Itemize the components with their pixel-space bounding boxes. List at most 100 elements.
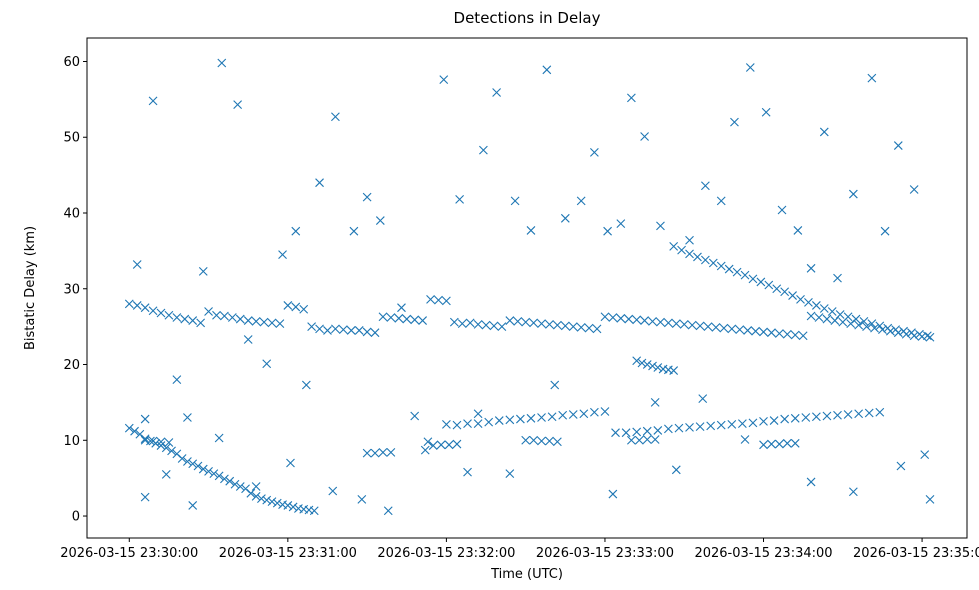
data-point [592,324,602,334]
data-point [246,488,256,498]
data-point [262,495,272,505]
data-point [653,426,663,435]
data-point [727,324,737,334]
data-point [711,323,721,332]
data-point [235,482,245,491]
data-point [790,438,800,448]
data-point [907,328,916,338]
data-point [420,445,430,455]
series-track-ascending-12 [442,407,885,438]
data-point [854,409,864,419]
data-point [394,313,404,323]
series-track-descending-high [669,241,932,341]
data-point [516,414,525,424]
data-point [473,409,483,419]
data-point [740,270,750,280]
data-point [505,415,515,425]
data-point [301,380,311,390]
data-point [640,316,649,325]
data-point [331,112,340,122]
data-point [756,277,766,287]
data-point [560,213,570,223]
series-track-10km [140,435,800,458]
data-point [848,487,858,497]
data-point [875,407,885,417]
data-point [275,319,285,328]
data-point [833,410,842,420]
data-point [764,280,774,290]
data-point [568,410,578,419]
data-point [703,322,713,332]
data-point [183,413,192,422]
chart-title: Detections in Delay [454,9,601,27]
data-point [262,359,272,369]
data-point [621,428,631,438]
data-point [288,502,298,512]
data-point [526,226,536,235]
data-point [299,304,309,314]
data-point [257,494,266,503]
data-point [132,260,142,269]
data-point [827,307,837,316]
data-point [748,274,758,284]
data-point [167,446,176,456]
data-point [603,226,612,236]
data-point [505,469,515,478]
data-point [267,497,277,507]
data-point [782,329,792,339]
data-point [833,273,842,283]
data-point [632,356,642,366]
data-point [225,476,235,486]
data-point [214,471,224,481]
data-point [455,194,465,204]
data-point [695,321,705,331]
data-point [164,438,174,447]
data-point [708,258,718,268]
data-point [811,412,821,422]
data-point [669,366,679,375]
data-point [843,410,853,419]
data-point [685,423,694,432]
data-point [196,318,206,328]
data-point [428,441,438,450]
data-point [650,398,660,407]
data-point [545,319,554,329]
data-point [537,413,546,422]
data-point [172,313,182,322]
data-point [148,96,158,106]
data-point [677,245,686,255]
data-point [204,307,213,316]
data-point [788,291,797,300]
data-point [183,457,192,466]
data-point [611,428,620,438]
data-point [140,434,150,444]
data-point [769,416,779,425]
y-axis: 0 10 20 30 40 50 60 [63,55,87,525]
x-axis-title: Time (UTC) [490,567,563,582]
data-point [230,479,240,489]
data-point [732,267,742,277]
data-point [616,313,626,323]
data-point [685,249,694,259]
data-point [650,435,660,444]
data-point [214,433,224,443]
data-point [375,216,385,225]
data-point [700,255,710,265]
data-point [307,322,317,332]
series-track-20km [632,356,679,375]
data-point [735,325,745,335]
data-point [193,461,203,471]
data-point [497,322,507,332]
y-tick-label: 10 [63,434,80,449]
data-point [859,316,869,326]
data-point [473,319,483,329]
data-point [198,266,208,276]
data-point [383,506,393,516]
data-point [576,323,586,332]
data-point [386,313,396,322]
data-point [315,178,324,188]
data-point [529,435,538,445]
data-point [656,317,665,327]
data-point [132,301,142,310]
